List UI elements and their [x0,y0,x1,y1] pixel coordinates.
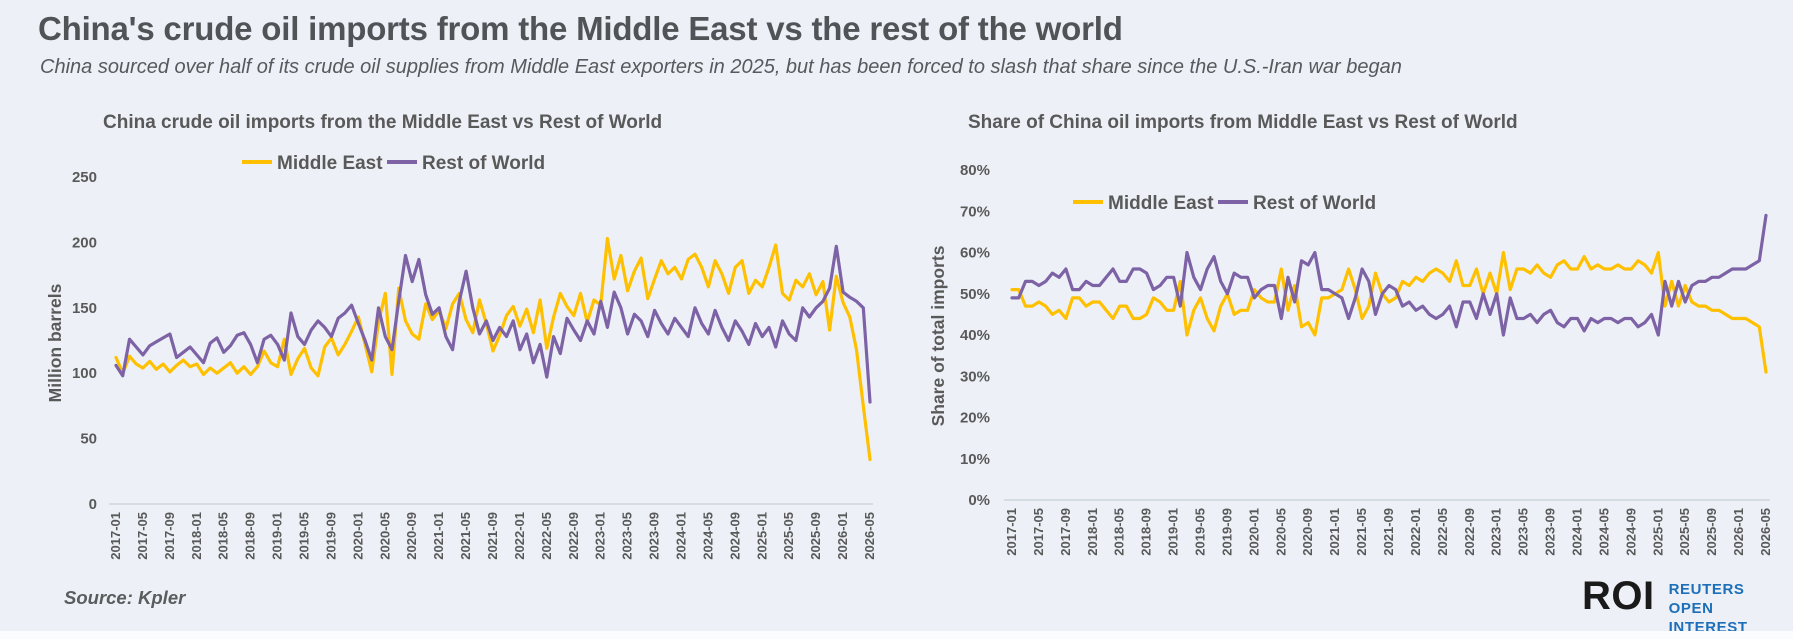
x-tick-label: 2018-01 [189,512,204,560]
y-tick-label: 0 [89,496,97,513]
x-tick-label: 2025-09 [1704,508,1719,556]
x-tick-label: 2022-09 [1462,508,1477,556]
x-tick-label: 2025-09 [808,512,823,560]
left-y-axis-title: Million barrels [45,283,65,402]
x-tick-label: 2017-09 [162,512,177,560]
x-tick-label: 2019-01 [270,512,285,560]
x-tick-label: 2021-09 [485,512,500,560]
x-tick-label: 2022-05 [539,512,554,560]
right-chart-plot: 0% 10% 20% 30% 40% 50% 60% 70% 80% 2017-01 2017-05… [960,162,1773,556]
x-tick-label: 2024-09 [727,512,742,560]
y-tick-label: 50% [960,286,990,303]
x-tick-label: 2017-09 [1058,508,1073,556]
middle-east-line [1010,250,1768,374]
x-tick-label: 2017-05 [1031,508,1046,556]
x-tick-label: 2022-09 [566,512,581,560]
rest-of-world-legend-label: Rest of World [422,153,545,174]
page-subtitle: China sourced over half of its crude oil… [40,56,1402,78]
page-title: China's crude oil imports from the Middl… [38,10,1123,47]
x-tick-label: 2024-01 [1570,508,1585,556]
x-tick-label: 2018-05 [216,512,231,560]
x-tick-label: 2026-05 [862,512,877,560]
x-tick-label: 2021-01 [1327,508,1342,556]
source-note: Source: Kpler [64,587,186,608]
y-tick-label: 40% [960,327,990,344]
x-tick-label: 2021-05 [1354,508,1369,556]
x-tick-label: 2023-01 [593,512,608,560]
right-chart-legend: Middle East Rest of World [1073,193,1376,214]
y-tick-label: 80% [960,162,990,179]
x-tick-label: 2025-01 [754,512,769,560]
x-tick-label: 2021-09 [1381,508,1396,556]
y-tick-label: 20% [960,410,990,427]
rest-of-world-legend-label: Rest of World [1253,193,1376,214]
x-tick-label: 2026-01 [1731,508,1746,556]
x-tick-label: 2023-05 [620,512,635,560]
left-chart-title: China crude oil imports from the Middle … [103,112,662,133]
x-tick-label: 2025-05 [1677,508,1692,556]
x-tick-label: 2025-01 [1650,508,1665,556]
x-tick-label: 2020-01 [1246,508,1261,556]
x-tick-label: 2026-05 [1758,508,1773,556]
right-chart-title: Share of China oil imports from Middle E… [968,112,1518,133]
x-tick-label: 2020-09 [1300,508,1315,556]
x-tick-label: 2018-09 [243,512,258,560]
x-tick-label: 2021-01 [431,512,446,560]
roi-logo-caption: REUTERS OPEN INTEREST [1669,580,1793,637]
y-tick-label: 30% [960,368,990,385]
x-tick-label: 2022-01 [1408,508,1423,556]
roi-logo-text: ROI [1582,574,1655,618]
y-tick-label: 150 [72,300,97,317]
bottom-strip [0,631,1793,639]
x-tick-label: 2026-01 [835,512,850,560]
middle-east-legend-label: Middle East [1108,193,1214,214]
x-tick-label: 2023-09 [1543,508,1558,556]
rest-of-world-line [114,244,872,404]
x-tick-label: 2018-05 [1112,508,1127,556]
x-tick-label: 2019-09 [323,512,338,560]
x-tick-label: 2020-05 [1273,508,1288,556]
x-tick-label: 2025-05 [781,512,796,560]
x-tick-label: 2022-05 [1435,508,1450,556]
x-tick-label: 2024-09 [1623,508,1638,556]
x-tick-label: 2023-09 [647,512,662,560]
left-chart-plot: 0 50 100 150 200 250 2017-01 2017-05 2017-09 2018… [72,169,877,560]
y-tick-label: 50 [80,431,97,448]
x-tick-label: 2017-01 [1004,508,1019,556]
x-tick-label: 2024-05 [700,512,715,560]
y-tick-label: 250 [72,169,97,186]
right-chart: Share of China oil imports from Middle E… [928,112,1773,556]
y-tick-label: 200 [72,234,97,251]
y-tick-label: 0% [968,492,990,509]
right-y-axis-title: Share of total imports [928,245,948,426]
y-tick-label: 10% [960,451,990,468]
x-tick-label: 2024-01 [674,512,689,560]
x-tick-label: 2020-05 [377,512,392,560]
x-tick-label: 2024-05 [1596,508,1611,556]
x-tick-label: 2019-05 [1193,508,1208,556]
x-tick-label: 2018-01 [1085,508,1100,556]
x-tick-label: 2020-09 [404,512,419,560]
middle-east-line [114,236,872,462]
y-tick-label: 70% [960,203,990,220]
y-tick-label: 100 [72,365,97,382]
x-tick-label: 2018-09 [1139,508,1154,556]
x-tick-label: 2017-01 [108,512,123,560]
x-tick-label: 2023-05 [1516,508,1531,556]
middle-east-legend-label: Middle East [277,153,383,174]
left-chart-legend: Middle East Rest of World [242,153,545,174]
rest-of-world-line [1010,213,1768,337]
x-tick-label: 2020-01 [350,512,365,560]
x-tick-label: 2019-09 [1219,508,1234,556]
x-tick-label: 2023-01 [1489,508,1504,556]
x-tick-label: 2019-05 [297,512,312,560]
y-tick-label: 60% [960,245,990,262]
roi-logo: ROI REUTERS OPEN INTEREST [1582,576,1793,637]
x-tick-label: 2017-05 [135,512,150,560]
x-tick-label: 2021-05 [458,512,473,560]
left-chart: China crude oil imports from the Middle … [45,112,877,560]
x-tick-label: 2019-01 [1166,508,1181,556]
x-tick-label: 2022-01 [512,512,527,560]
roi-logo-caption-line1: REUTERS OPEN [1668,581,1745,617]
